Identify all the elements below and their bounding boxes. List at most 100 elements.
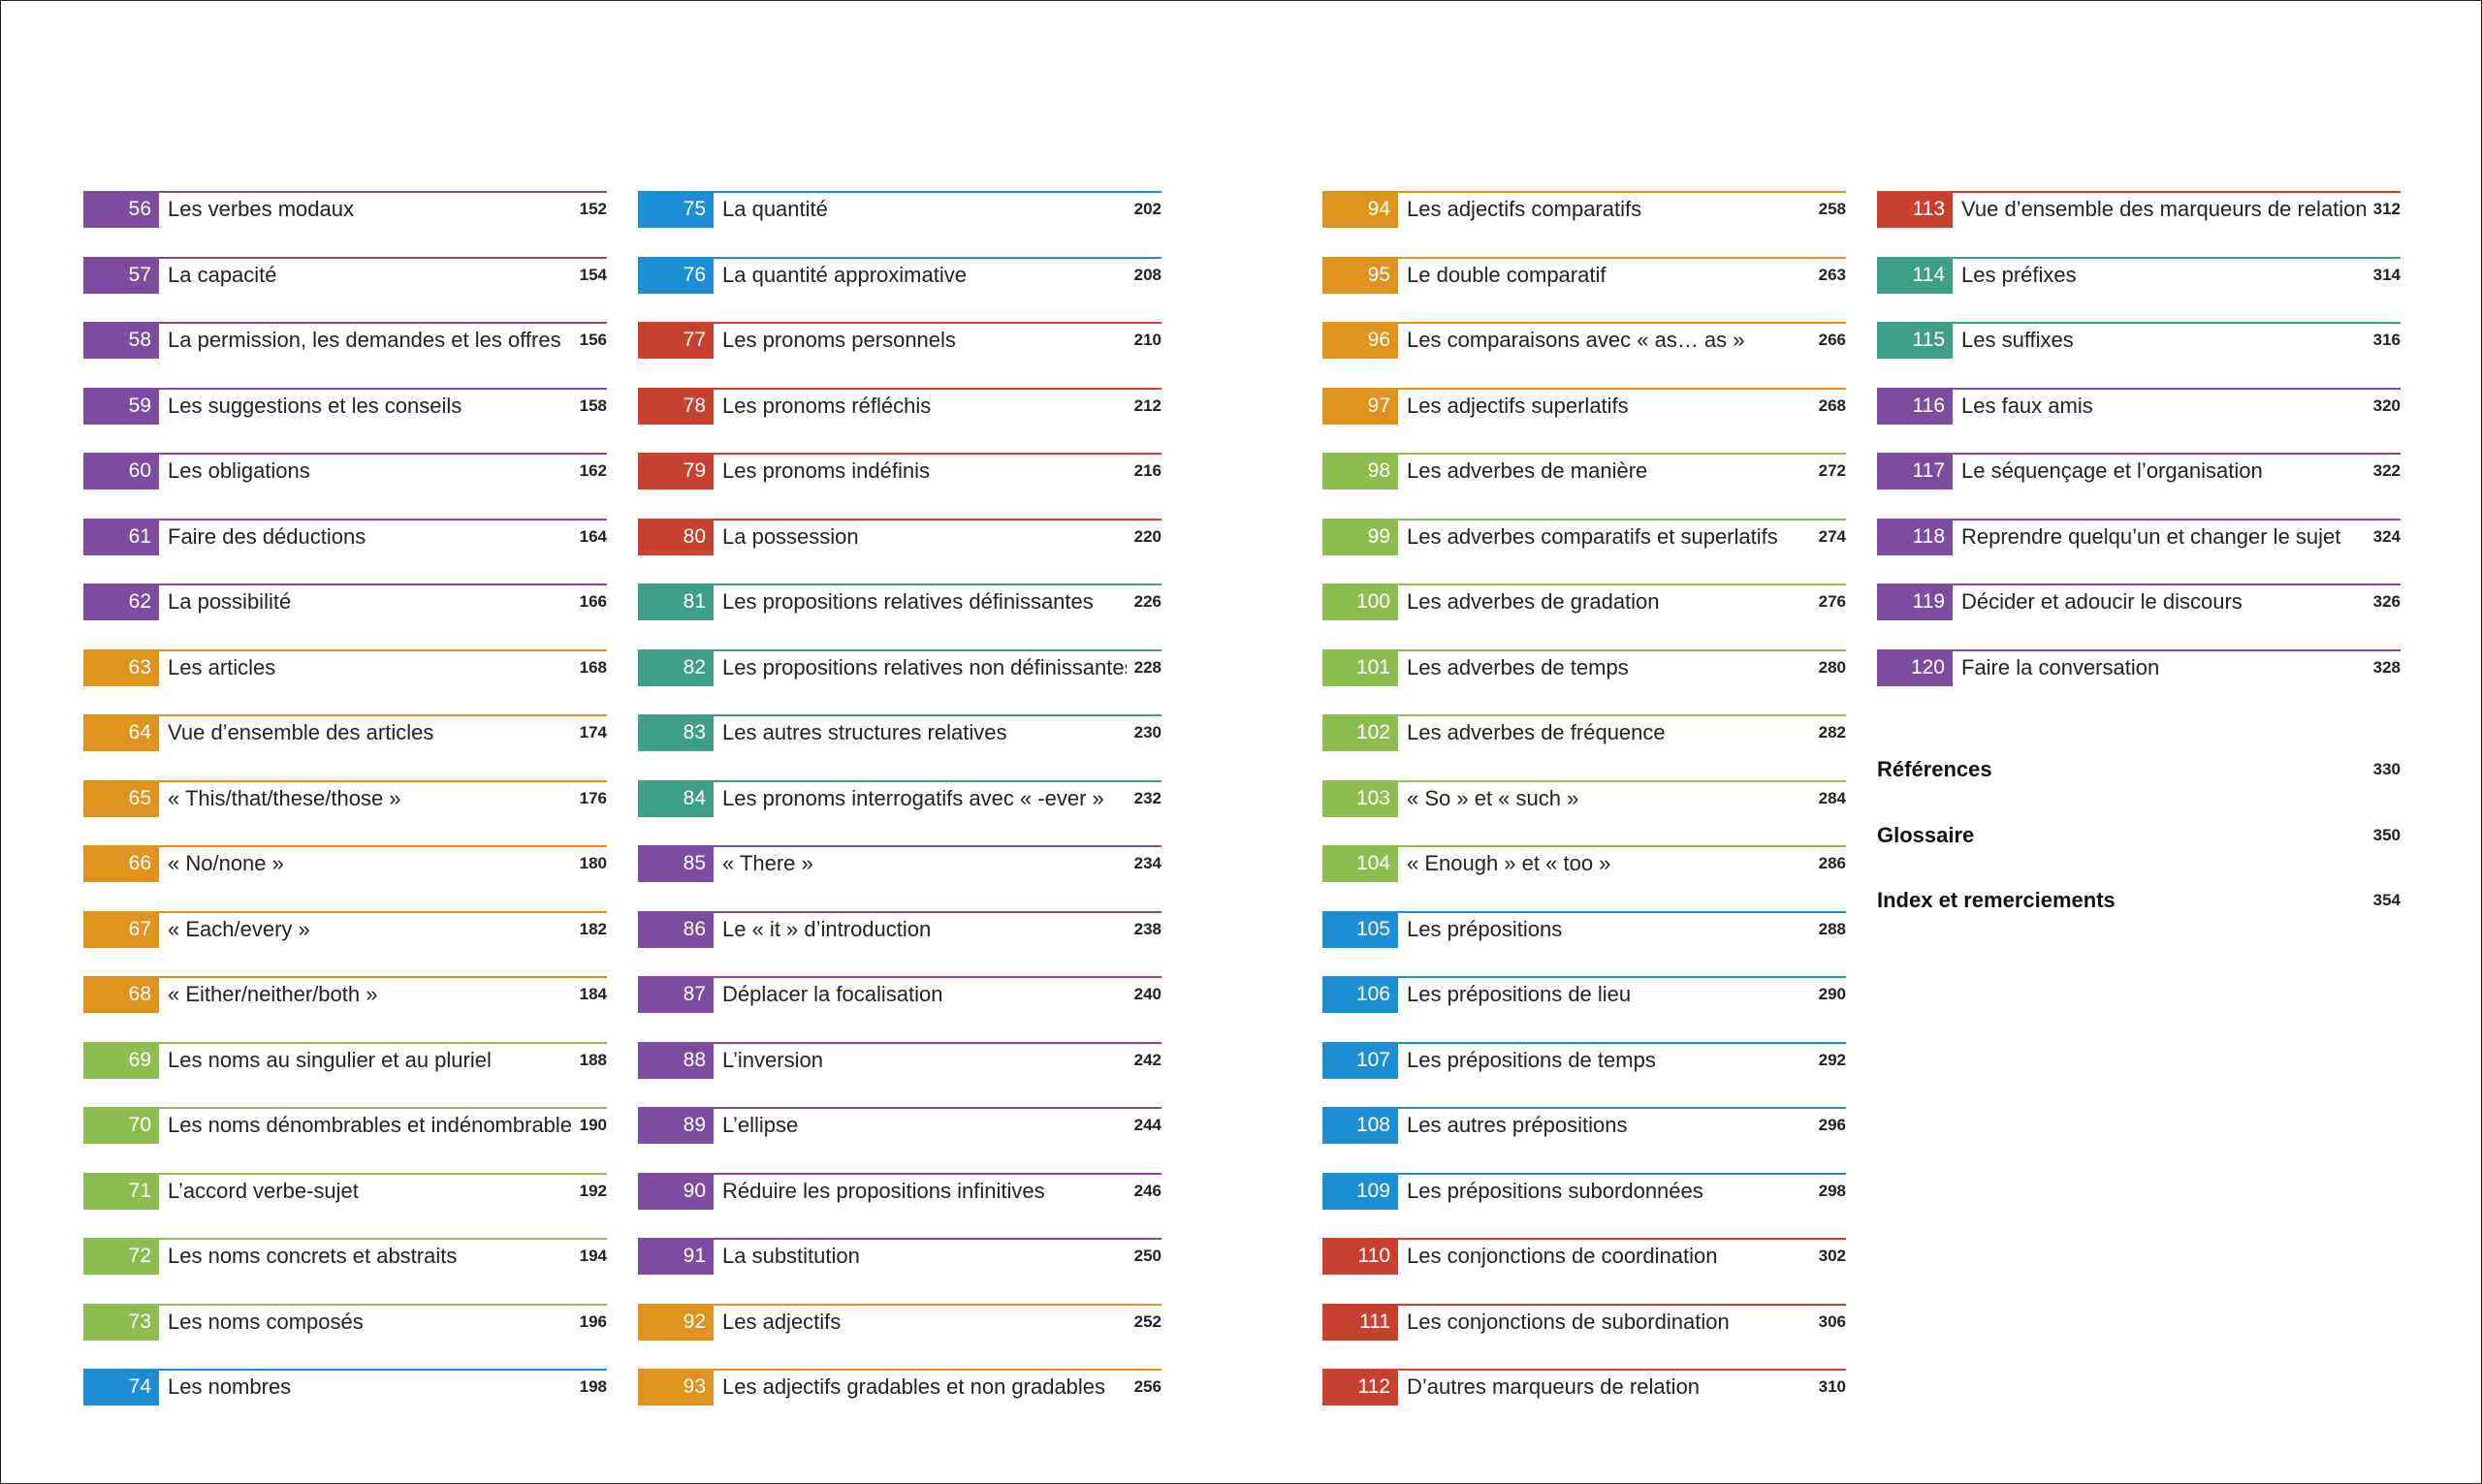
chapter-number: 67: [83, 910, 159, 948]
toc-entry[interactable]: 69 Les noms au singulier et au pluriel 188: [83, 1041, 607, 1079]
toc-entry[interactable]: 91 La substitution 250: [638, 1238, 1161, 1275]
entry-rule: [1877, 191, 2401, 193]
toc-entry[interactable]: 92 Les adjectifs 252: [638, 1303, 1161, 1341]
toc-entry[interactable]: 111 Les conjonctions de subordination 306: [1322, 1303, 1846, 1341]
reference-title: Glossaire: [1877, 822, 1975, 847]
entry-rule: [83, 714, 607, 716]
toc-entry[interactable]: 83 Les autres structures relatives 230: [638, 714, 1161, 751]
toc-entry[interactable]: 96 Les comparaisons avec « as… as » 266: [1322, 322, 1846, 359]
page-number: 280: [1818, 657, 1846, 677]
toc-entry[interactable]: 79 Les pronoms indéfinis 216: [638, 453, 1161, 489]
toc-entry[interactable]: 65 « This/that/these/those » 176: [83, 779, 607, 817]
toc-entry[interactable]: 60 Les obligations 162: [83, 453, 607, 489]
toc-entry[interactable]: 101 Les adverbes de temps 280: [1322, 648, 1846, 686]
toc-entry[interactable]: 116 Les faux amis 320: [1877, 387, 2401, 425]
toc-entry[interactable]: 93 Les adjectifs gradables et non gradabl…: [638, 1369, 1161, 1405]
toc-entry[interactable]: 64 Vue d’ensemble des articles 174: [83, 714, 607, 751]
toc-entry[interactable]: 102 Les adverbes de fréquence 282: [1322, 714, 1846, 751]
page-number: 268: [1818, 395, 1846, 415]
chapter-number: 87: [638, 976, 714, 1013]
toc-entry[interactable]: 78 Les pronoms réfléchis 212: [638, 387, 1161, 425]
entry-rule: [638, 714, 1161, 716]
toc-entry[interactable]: 94 Les adjectifs comparatifs 258: [1322, 191, 1846, 228]
toc-entry[interactable]: 77 Les pronoms personnels 210: [638, 322, 1161, 359]
toc-entry[interactable]: 59 Les suggestions et les conseils 158: [83, 387, 607, 425]
toc-entry[interactable]: 97 Les adjectifs superlatifs 268: [1322, 387, 1846, 425]
chapter-title: Les comparaisons avec « as… as »: [1407, 328, 1745, 352]
toc-entry[interactable]: 107 Les prépositions de temps 292: [1322, 1041, 1846, 1079]
chapter-number: 98: [1322, 453, 1398, 489]
toc-entry[interactable]: 99 Les adverbes comparatifs et superlatif…: [1322, 518, 1846, 555]
toc-entry[interactable]: 84 Les pronoms interrogatifs avec « -ever…: [638, 779, 1161, 817]
toc-entry[interactable]: 89 L’ellipse 244: [638, 1107, 1161, 1144]
toc-entry[interactable]: 117 Le séquençage et l’organisation 322: [1877, 453, 2401, 489]
page-number: 244: [1133, 1116, 1161, 1134]
chapter-number: 83: [638, 714, 714, 751]
entry-rule: [1322, 1107, 1846, 1109]
toc-entry[interactable]: 100 Les adverbes de gradation 276: [1322, 584, 1846, 620]
toc-entry[interactable]: 110 Les conjonctions de coordination 302: [1322, 1238, 1846, 1275]
toc-entry[interactable]: 81 Les propositions relatives définissant…: [638, 584, 1161, 620]
toc-entry[interactable]: 85 « There » 234: [638, 845, 1161, 882]
chapter-number: 66: [83, 845, 159, 882]
toc-entry[interactable]: 87 Déplacer la focalisation 240: [638, 976, 1161, 1013]
toc-entry[interactable]: 71 L’accord verbe-sujet 192: [83, 1172, 607, 1210]
toc-entry[interactable]: 76 La quantité approximative 208: [638, 256, 1161, 294]
toc-entry[interactable]: 112 D’autres marqueurs de relation 310: [1322, 1369, 1846, 1405]
chapter-title: Les faux amis: [1961, 393, 2093, 418]
chapter-number: 58: [83, 322, 159, 359]
toc-entry[interactable]: 61 Faire des déductions 164: [83, 518, 607, 555]
toc-entry[interactable]: 57 La capacité 154: [83, 256, 607, 294]
toc-entry[interactable]: 67 « Each/every » 182: [83, 910, 607, 948]
reference-entry[interactable]: Index et remerciements 354: [1877, 882, 2401, 919]
chapter-title: Les noms concrets et abstraits: [168, 1244, 458, 1268]
toc-entry[interactable]: 105 Les prépositions 288: [1322, 910, 1846, 948]
toc-entry[interactable]: 114 Les préfixes 314: [1877, 256, 2401, 294]
toc-entry[interactable]: 90 Réduire les propositions infinitives 24…: [638, 1172, 1161, 1210]
reference-entry[interactable]: Références 330: [1877, 751, 2401, 788]
toc-entry[interactable]: 98 Les adverbes de manière 272: [1322, 453, 1846, 489]
toc-entry[interactable]: 109 Les prépositions subordonnées 298: [1322, 1172, 1846, 1210]
page-number: 298: [1818, 1181, 1846, 1200]
toc-entry[interactable]: 115 Les suffixes 316: [1877, 322, 2401, 359]
toc-entry[interactable]: 72 Les noms concrets et abstraits 194: [83, 1238, 607, 1275]
toc-entry[interactable]: 88 L’inversion 242: [638, 1041, 1161, 1079]
toc-entry[interactable]: 74 Les nombres 198: [83, 1369, 607, 1405]
entry-rule: [83, 648, 607, 651]
toc-entry[interactable]: 58 La permission, les demandes et les off…: [83, 322, 607, 359]
chapter-title: Les conjonctions de subordination: [1407, 1309, 1730, 1334]
chapter-title: Les noms dénombrables et indénombrables: [168, 1113, 572, 1137]
toc-entry[interactable]: 113 Vue d’ensemble des marqueurs de relat…: [1877, 191, 2401, 228]
toc-entry[interactable]: 80 La possession 220: [638, 518, 1161, 555]
toc-entry[interactable]: 118 Reprendre quelqu’un et changer le suj…: [1877, 518, 2401, 555]
reference-entry[interactable]: Glossaire 350: [1877, 817, 2401, 854]
entry-rule: [638, 648, 1161, 651]
chapter-title: Déplacer la focalisation: [722, 982, 943, 1006]
page-number: 328: [2372, 657, 2401, 677]
toc-entry[interactable]: 82 Les propositions relatives non définis…: [638, 648, 1161, 686]
toc-entry[interactable]: 70 Les noms dénombrables et indénombrable…: [83, 1107, 607, 1144]
toc-entry[interactable]: 63 Les articles 168: [83, 648, 607, 686]
toc-entry[interactable]: 104 « Enough » et « too » 286: [1322, 845, 1846, 882]
toc-entry[interactable]: 66 « No/none » 180: [83, 845, 607, 882]
toc-entry[interactable]: 75 La quantité 202: [638, 191, 1161, 228]
chapter-number: 63: [83, 648, 159, 686]
chapter-title: Les noms composés: [168, 1309, 364, 1334]
entry-rule: [83, 976, 607, 978]
toc-entry[interactable]: 68 « Either/neither/both » 184: [83, 976, 607, 1013]
chapter-title: Les articles: [168, 654, 276, 679]
toc-entry[interactable]: 119 Décider et adoucir le discours 326: [1877, 584, 2401, 620]
page-number: 314: [2372, 265, 2401, 284]
toc-entry[interactable]: 73 Les noms composés 196: [83, 1303, 607, 1341]
toc-entry[interactable]: 95 Le double comparatif 263: [1322, 256, 1846, 294]
toc-entry[interactable]: 106 Les prépositions de lieu 290: [1322, 976, 1846, 1013]
toc-entry[interactable]: 56 Les verbes modaux 152: [83, 191, 607, 228]
toc-entry[interactable]: 62 La possibilité 166: [83, 584, 607, 620]
chapter-title: « Either/neither/both »: [168, 982, 378, 1006]
toc-entry[interactable]: 120 Faire la conversation 328: [1877, 648, 2401, 686]
toc-entry[interactable]: 108 Les autres prépositions 296: [1322, 1107, 1846, 1144]
chapter-number: 76: [638, 256, 714, 294]
toc-entry[interactable]: 103 « So » et « such » 284: [1322, 779, 1846, 817]
page-number: 258: [1818, 200, 1846, 218]
toc-entry[interactable]: 86 Le « it » d’introduction 238: [638, 910, 1161, 948]
